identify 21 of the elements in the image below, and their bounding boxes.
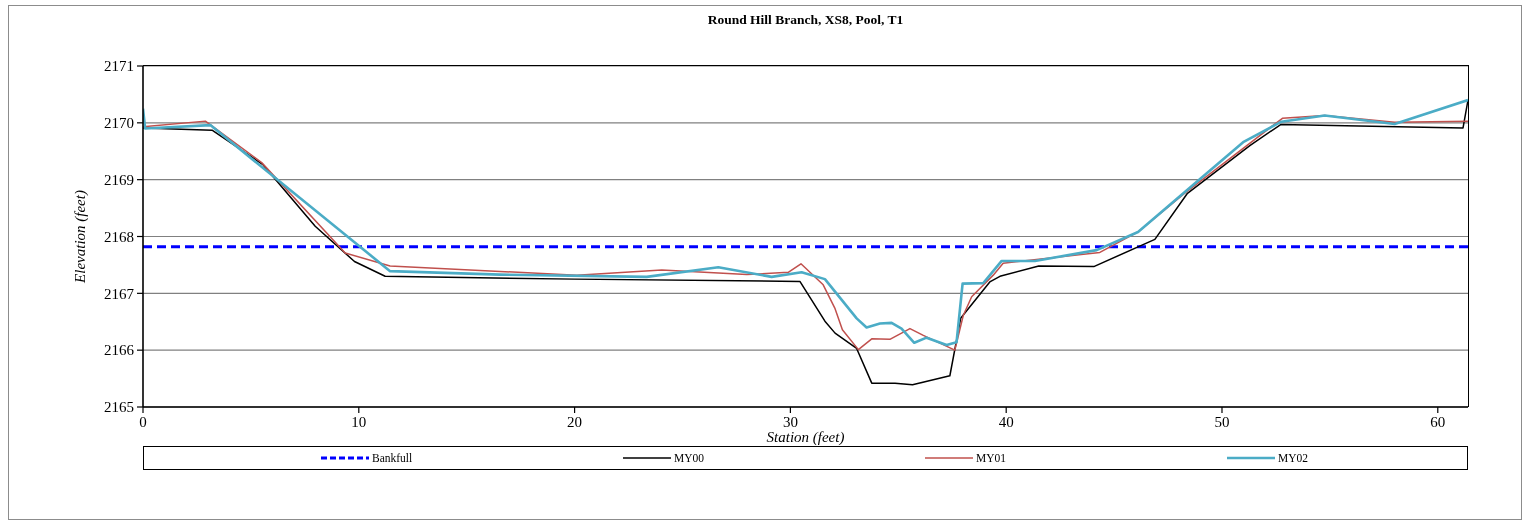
y-tick-label: 2171	[104, 58, 134, 75]
x-tick-label: 40	[998, 413, 1014, 430]
y-tick-label: 2170	[104, 115, 134, 132]
legend-label: MY01	[976, 452, 1007, 464]
x-axis-title: Station (feet)	[766, 429, 845, 446]
legend-label: MY00	[674, 452, 705, 464]
y-tick-label: 2165	[104, 399, 134, 416]
y-tick-label: 2168	[104, 228, 134, 245]
x-tick-label: 60	[1430, 413, 1446, 430]
y-axis-title: Elevation (feet)	[72, 190, 89, 284]
x-tick-label: 0	[139, 413, 147, 430]
y-tick-label: 2166	[104, 342, 135, 359]
legend-label: Bankfull	[372, 452, 413, 464]
x-tick-label: 50	[1214, 413, 1230, 430]
legend-label: MY02	[1278, 452, 1309, 464]
y-tick-label: 2167	[104, 285, 135, 302]
x-tick-label: 10	[351, 413, 367, 430]
x-tick-label: 30	[782, 413, 798, 430]
y-tick-label: 2169	[104, 171, 134, 188]
x-tick-label: 20	[567, 413, 583, 430]
chart-title: Round Hill Branch, XS8, Pool, T1	[706, 12, 905, 28]
